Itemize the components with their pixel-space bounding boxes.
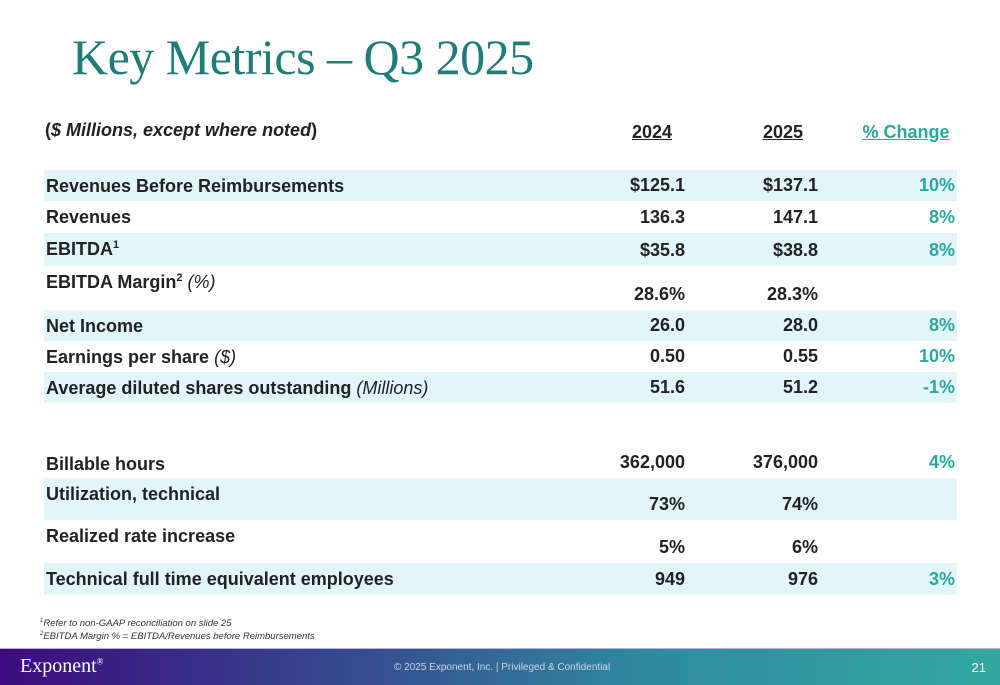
row-label-text: Technical full time equivalent employees (46, 569, 394, 589)
logo-text: Exponent (20, 655, 97, 677)
footnote-mark: 1 (40, 618, 44, 624)
value-2024: 136.3 (639, 207, 685, 227)
value-2024: 5% (658, 537, 685, 557)
row-label-text: Average diluted shares outstanding (46, 378, 357, 398)
value-2024: 51.6 (649, 377, 685, 397)
value-2024: 362,000 (619, 452, 685, 472)
table-row: Net Income 26.0 28.0 8% (44, 310, 957, 341)
footnote-1: 1Refer to non-GAAP reconciliation on sli… (40, 618, 232, 629)
table-row: Earnings per share ($) 0.50 0.55 10% (44, 341, 957, 372)
value-2025: 74% (781, 494, 818, 514)
units-note: ($ Millions, except where noted) (45, 120, 317, 141)
value-2025: 976 (787, 569, 818, 589)
row-unit-note: (Millions) (356, 378, 429, 398)
footnote-ref: 2 (176, 272, 183, 284)
units-prefix: ( (45, 120, 51, 140)
footnote-ref: 1 (113, 239, 120, 251)
confidential-notice: © 2025 Exponent, Inc. | Privileged & Con… (394, 662, 611, 673)
value-2025: 28.3% (766, 284, 818, 304)
row-label: Earnings per share ($) (46, 347, 236, 368)
row-label: Realized rate increase (46, 526, 235, 547)
value-2024: $35.8 (639, 240, 685, 260)
units-text: $ Millions, except where noted (51, 120, 312, 140)
table-row: Revenues Before Reimbursements $125.1 $1… (44, 170, 957, 201)
value-2024: 0.50 (649, 346, 685, 366)
value-change: 8% (928, 207, 955, 227)
table-row: Technical full time equivalent employees… (44, 563, 957, 595)
row-label: Utilization, technical (46, 484, 220, 505)
table-row: Revenues 136.3 147.1 8% (44, 201, 957, 233)
value-2025: $38.8 (772, 240, 818, 260)
footer-bar: Exponent® © 2025 Exponent, Inc. | Privil… (0, 648, 1000, 685)
value-2024: 949 (654, 569, 685, 589)
value-change: 4% (928, 452, 955, 472)
value-change: 10% (918, 346, 955, 366)
header-2024: 2024 (631, 122, 673, 142)
value-2025: 147.1 (772, 207, 818, 227)
table-row: EBITDA Margin2 (%) 28.6% 28.3% (44, 266, 957, 310)
logo-mark: ® (96, 656, 104, 667)
value-2024: 26.0 (649, 315, 685, 335)
row-label: Technical full time equivalent employees (46, 569, 394, 590)
value-change: 8% (928, 240, 955, 260)
value-2025: 28.0 (782, 315, 818, 335)
value-change: 8% (928, 315, 955, 335)
value-2025: 376,000 (752, 452, 818, 472)
row-label-text: Revenues Before Reimbursements (46, 176, 345, 196)
value-2025: 0.55 (782, 346, 818, 366)
row-label-text: Net Income (46, 316, 144, 336)
value-2024: 28.6% (633, 284, 685, 304)
header-change: % Change (862, 122, 950, 142)
row-label-text: Realized rate increase (46, 526, 236, 546)
value-change: 3% (928, 569, 955, 589)
row-label-text: Utilization, technical (46, 484, 221, 504)
table-row: Realized rate increase 5% 6% (44, 520, 957, 563)
row-label: Revenues (46, 207, 131, 228)
value-2024: $125.1 (629, 175, 685, 195)
row-unit-note: (%) (182, 272, 216, 292)
value-2024: 73% (648, 494, 685, 514)
row-label: EBITDA Margin2 (%) (46, 272, 215, 293)
footnote-mark: 2 (40, 631, 44, 637)
table-row: EBITDA1 $35.8 $38.8 8% (44, 233, 957, 266)
row-label-text: EBITDA (46, 239, 113, 259)
value-2025: 51.2 (782, 377, 818, 397)
row-label: Net Income (46, 316, 143, 337)
exponent-logo: Exponent® (20, 655, 104, 678)
value-2025: 6% (791, 537, 818, 557)
row-unit-note: ($) (214, 347, 237, 367)
page-title: Key Metrics – Q3 2025 (72, 29, 534, 85)
value-change: -1% (922, 377, 955, 397)
row-label: Billable hours (46, 454, 165, 475)
footnote-2: 2EBITDA Margin % = EBITDA/Revenues befor… (40, 631, 315, 642)
page-number: 21 (971, 660, 986, 675)
row-label: Revenues Before Reimbursements (46, 176, 344, 197)
row-label: EBITDA1 (46, 239, 119, 260)
value-change: 10% (918, 175, 955, 195)
table-row: Billable hours 362,000 376,000 4% (44, 448, 957, 478)
row-label-text: Earnings per share (46, 347, 215, 367)
value-2025: $137.1 (762, 175, 818, 195)
header-2025: 2025 (762, 122, 804, 142)
units-suffix: ) (311, 120, 318, 140)
row-label-text: EBITDA Margin (46, 272, 177, 292)
row-label-text: Revenues (46, 207, 132, 227)
table-row: Utilization, technical 73% 74% (44, 478, 957, 520)
footnote-text: EBITDA Margin % = EBITDA/Revenues before… (43, 631, 315, 643)
footnote-text: Refer to non-GAAP reconciliation on slid… (43, 618, 232, 630)
row-label: Average diluted shares outstanding (Mill… (46, 378, 428, 399)
row-label-text: Billable hours (46, 454, 166, 474)
table-row: Average diluted shares outstanding (Mill… (44, 372, 957, 403)
